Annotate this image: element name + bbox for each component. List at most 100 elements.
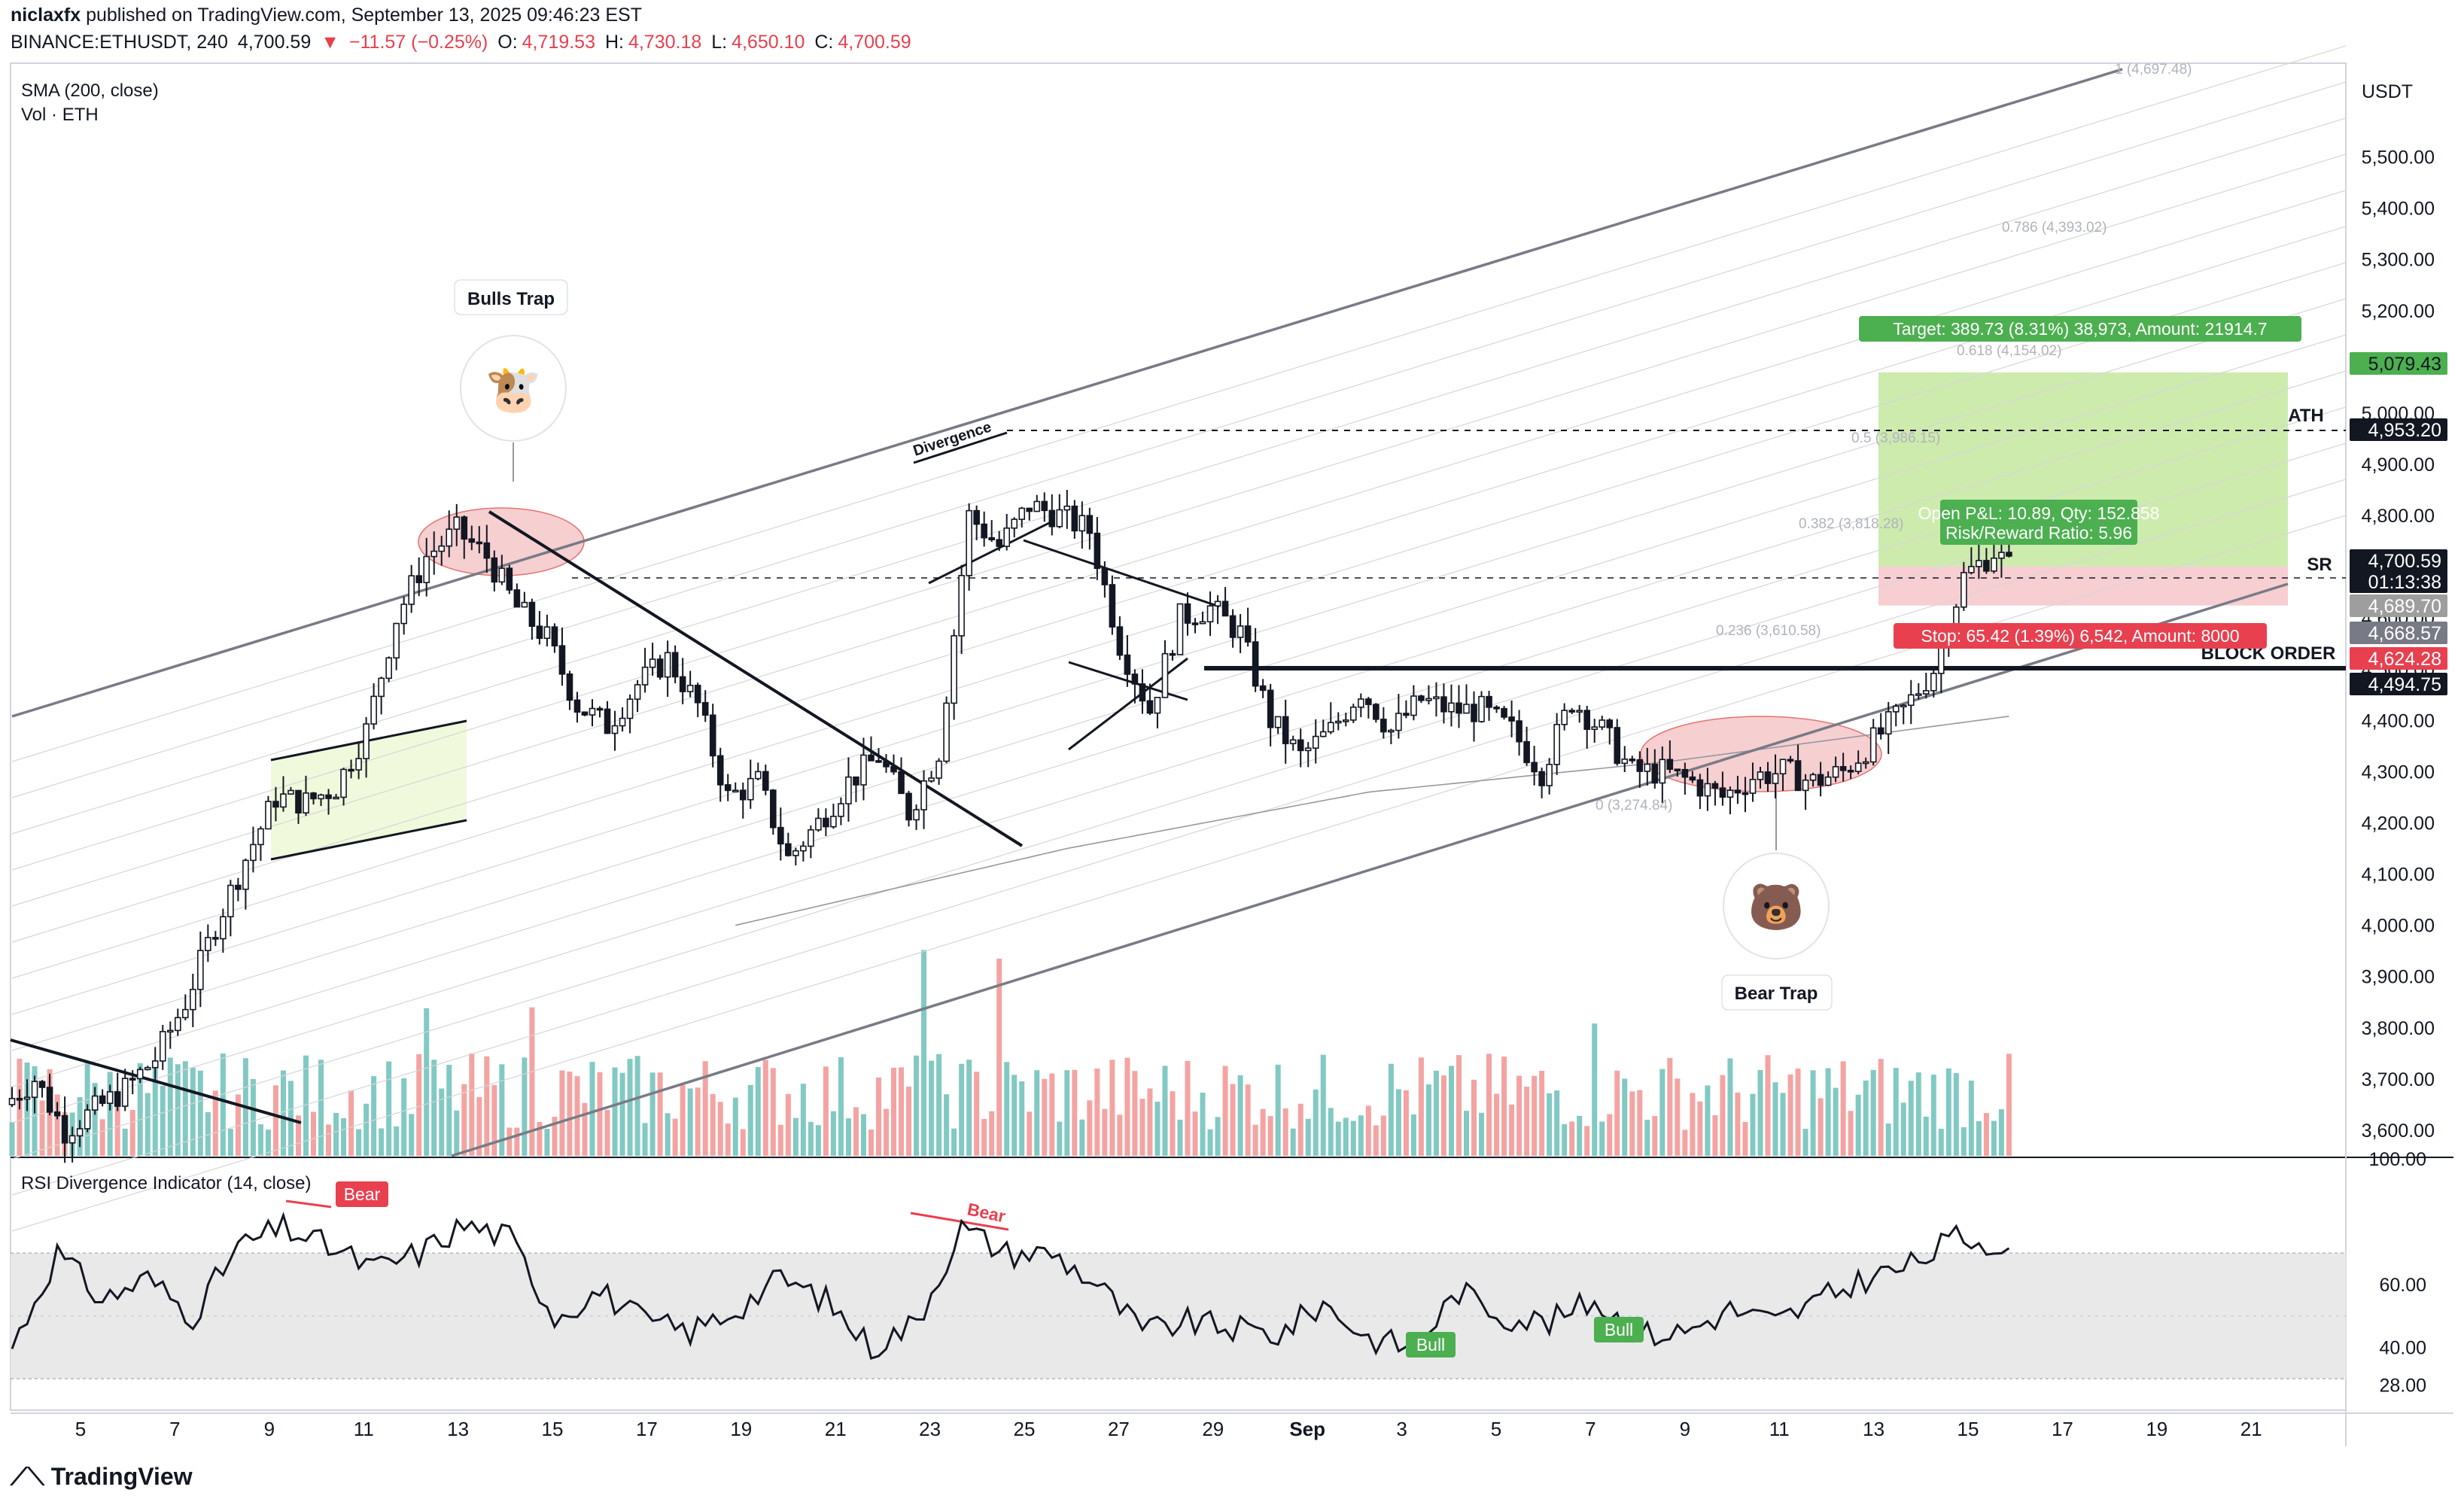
candle-up [913, 809, 920, 821]
candle-up [423, 555, 430, 583]
volume-bar [9, 1122, 15, 1156]
volume-bar [379, 1128, 385, 1156]
candle-down [1184, 603, 1191, 624]
volume-bar [1983, 1113, 1989, 1156]
candle-down [1742, 792, 1749, 795]
candle-down [461, 516, 468, 540]
volume-bar [996, 958, 1002, 1156]
open-pnl-bg [1940, 500, 2137, 545]
volume-bar [612, 1067, 618, 1156]
volume-bar [1509, 1104, 1515, 1156]
volume-bar [1395, 1089, 1401, 1156]
bulls-trap-label: Bulls Trap [467, 289, 555, 309]
volume-bar [891, 1067, 897, 1156]
symbol[interactable]: BINANCE:ETHUSDT, 240 [11, 32, 228, 53]
candle-up [1078, 515, 1086, 532]
volume-bar [476, 1096, 482, 1156]
candle-down [1471, 704, 1477, 722]
price-badge-text: 4,494.75 [2368, 674, 2441, 695]
candle-up [830, 816, 837, 828]
volume-bar [1607, 1114, 1613, 1156]
volume-bar [1260, 1108, 1266, 1156]
close-label: C: [814, 32, 834, 53]
candle-down [1139, 683, 1146, 702]
candle-up [242, 859, 249, 890]
volume-bar [1690, 1093, 1696, 1156]
volume-bar [1599, 1121, 1605, 1156]
candle-up [1922, 690, 1930, 695]
volume-bar [1079, 1119, 1085, 1156]
candle-up [408, 575, 415, 605]
volume-bar [1953, 1073, 1959, 1156]
candle-down [1794, 760, 1802, 792]
volume-bar [137, 1063, 143, 1156]
volume-bar [92, 1083, 98, 1156]
volume-bar [122, 1128, 128, 1156]
volume-bar [657, 1072, 663, 1156]
ath-label: ATH [2288, 406, 2324, 426]
volume-bar [1629, 1091, 1635, 1156]
time-tick-label: 27 [1108, 1418, 1130, 1440]
volume-bar [1659, 1069, 1665, 1156]
rsi-bull-tag-2-bg [1594, 1317, 1644, 1342]
tradingview-logo-icon: ⟋⟍ [11, 1463, 44, 1490]
candle-down [1282, 716, 1289, 744]
candle-down [558, 645, 566, 675]
candle-down [1636, 759, 1644, 772]
candle-up [453, 516, 461, 531]
volume-bar [853, 1107, 859, 1156]
candle-down [212, 937, 219, 940]
volume-bar [1177, 1119, 1183, 1156]
fib-line [11, 334, 2347, 1051]
time-tick-label: 9 [264, 1418, 275, 1440]
candle-up [91, 1095, 99, 1111]
price-change: −11.57 (−0.25%) [348, 32, 488, 53]
time-tick-label: 3 [1396, 1418, 1407, 1440]
bear-trap-zone [1640, 716, 1882, 792]
price-tick-label: 5,300.00 [2362, 250, 2435, 271]
price-badge [2350, 673, 2447, 695]
publisher-name[interactable]: niclaxfx [11, 5, 81, 26]
candle-up [808, 829, 814, 847]
volume-bar [1938, 1129, 1944, 1156]
volume-bar [627, 1059, 633, 1156]
candle-up [23, 1096, 31, 1100]
tradingview-logo[interactable]: ⟋⟍ TradingView [11, 1463, 193, 1491]
volume-bar [1915, 1072, 1921, 1156]
close-value: 4,700.59 [838, 32, 911, 53]
volume-bar [883, 1108, 890, 1156]
volume-bar [227, 1129, 233, 1156]
candle-down [769, 789, 777, 829]
candle-up [1998, 552, 2005, 559]
time-tick-label: Sep [1289, 1418, 1325, 1440]
rsi-bear-label-2: Bear [966, 1199, 1007, 1226]
candle-down [99, 1095, 106, 1104]
candle-down [868, 754, 875, 762]
candle-down [996, 539, 1002, 547]
volume-bar [99, 1119, 105, 1156]
candle-down [468, 538, 476, 543]
volume-bar [1463, 1111, 1469, 1156]
rsi-bear-tag-1: Bear [344, 1184, 381, 1204]
candle-down [2006, 552, 2012, 557]
volume-bar [522, 1057, 528, 1156]
candle-up [1561, 710, 1568, 725]
candle-up [363, 723, 370, 759]
volume-bar [1290, 1128, 1296, 1156]
candle-down [823, 817, 829, 828]
candle-up [121, 1078, 129, 1107]
chart-canvas[interactable]: 5,500.005,400.005,300.005,200.005,100.00… [0, 0, 2464, 1452]
volume-bar [1109, 1060, 1115, 1156]
candle-up [106, 1091, 114, 1104]
volume-bar [1675, 1078, 1681, 1156]
candle-up [1011, 518, 1018, 529]
footer [0, 1452, 2464, 1505]
candle-down [1124, 654, 1131, 675]
candle-down [1297, 739, 1304, 752]
volume-bar [394, 1126, 400, 1156]
volume-bar [695, 1087, 701, 1156]
volume-bar [152, 1066, 158, 1156]
candle-up [1546, 764, 1553, 786]
candle-up [1937, 645, 1945, 674]
volume-bar [1840, 1061, 1846, 1156]
